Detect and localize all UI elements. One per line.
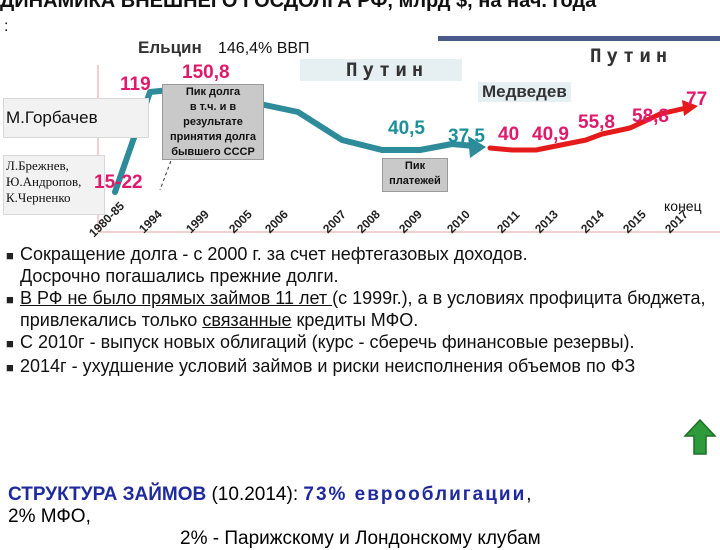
bullet-marker-icon: ■ xyxy=(6,248,14,263)
bullet-item: ■ Сокращение долга - с 2000 г. за счет н… xyxy=(6,243,718,287)
value-2: 150,8 xyxy=(182,62,230,83)
bullet-marker-icon: ■ xyxy=(6,292,14,307)
bullet-2-underlined-2: связанные xyxy=(202,310,292,330)
callout-peak-payments: Пик платежей xyxy=(382,158,448,192)
callout-peak-line-2: в т.ч. и в xyxy=(189,101,237,113)
bullet-2-text: (с 1999г.), а в условиях профицита бюдже… xyxy=(20,288,706,330)
bullet-item: ■ В РФ не было прямых займов 11 лет (с 1… xyxy=(6,287,718,331)
value-9: 58,8 xyxy=(632,106,669,127)
up-arrow-icon[interactable] xyxy=(683,418,717,456)
value-6: 40 xyxy=(498,124,520,145)
value-10: 77 xyxy=(686,89,708,110)
structure-comma: , xyxy=(526,484,532,505)
loan-structure: СТРУКТУРА ЗАЙМОВ (10.2014): 73% еврообли… xyxy=(8,484,532,506)
callout-peak-debt: Пик долга в т.ч. и в результате принятия… xyxy=(162,84,264,160)
label-yeltsin: Ельцин xyxy=(134,38,206,58)
bullet-marker-icon: ■ xyxy=(6,360,14,375)
value-7: 40,9 xyxy=(532,124,569,145)
bullet-item: ■ С 2010г - выпуск новых облигаций (курс… xyxy=(6,331,718,355)
structure-mfo: 2% МФО, xyxy=(8,506,91,527)
value-3: 15-22 xyxy=(94,172,143,193)
debt-line-late xyxy=(487,105,689,153)
callout-peak-line-4: принятия долга xyxy=(170,131,256,143)
label-putin-2: Путин xyxy=(590,45,673,67)
callout-payments-line-1: Пик xyxy=(404,160,426,172)
label-early-leaders: Л.Брежнев, Ю.Андропов, К.Черненко xyxy=(3,155,105,215)
structure-date: (10.2014): xyxy=(206,484,304,505)
structure-heading: СТРУКТУРА ЗАЙМОВ xyxy=(8,484,207,505)
bullet-item: ■ 2014г - ухудшение условий займов и рис… xyxy=(6,355,718,379)
arrow-head-late xyxy=(682,100,698,116)
slide-title: ДИНАМИКА ВНЕШНЕГО ГОСДОЛГА РФ, млрд $, н… xyxy=(0,0,597,12)
end-label: конец xyxy=(664,198,702,214)
callout-peak-line-3: результате xyxy=(183,116,243,128)
bullet-marker-icon: ■ xyxy=(6,336,14,351)
label-medvedev: Медведев xyxy=(478,82,571,102)
bullet-4-text: 2014г - ухудшение условий займов и риски… xyxy=(20,356,636,376)
label-gdp-note: 146,4% ВВП xyxy=(218,40,310,57)
label-putin-1: Путин xyxy=(300,59,463,81)
value-1: 119 xyxy=(120,74,151,95)
bullet-2-end: кредиты МФО. xyxy=(291,310,419,330)
callout-payments-line-2: платежей xyxy=(389,175,441,187)
early-leader-1: Л.Брежнев, xyxy=(6,158,69,173)
value-5: 37,5 xyxy=(448,126,485,147)
bullet-3-text: С 2010г - выпуск новых облигаций (курс -… xyxy=(20,332,635,352)
title-colon: : xyxy=(4,18,9,35)
callout-peak-line-5: бывшего СССР xyxy=(171,146,255,158)
callout-peak-line-1: Пик долга xyxy=(185,86,241,98)
structure-eurobonds: 73% еврооблигации xyxy=(303,484,527,505)
value-4: 40,5 xyxy=(388,118,425,139)
bullet-list: ■ Сокращение долга - с 2000 г. за счет н… xyxy=(6,243,718,379)
bullet-2-underlined: В РФ не было прямых займов 11 лет xyxy=(20,288,333,308)
arrow-head-early xyxy=(468,136,486,158)
label-gorbachev: М.Горбачев xyxy=(3,98,149,138)
bullet-1-line-2: Досрочно погашались прежние долги. xyxy=(20,266,339,286)
value-8: 55,8 xyxy=(578,112,615,133)
early-leader-3: К.Черненко xyxy=(6,190,71,205)
title-underline xyxy=(438,36,720,41)
early-leader-2: Ю.Андропов, xyxy=(6,174,82,189)
bullet-1-line-1: Сокращение долга - с 2000 г. за счет неф… xyxy=(20,244,528,264)
structure-clubs: 2% - Парижскому и Лондонскому клубам xyxy=(180,528,541,549)
